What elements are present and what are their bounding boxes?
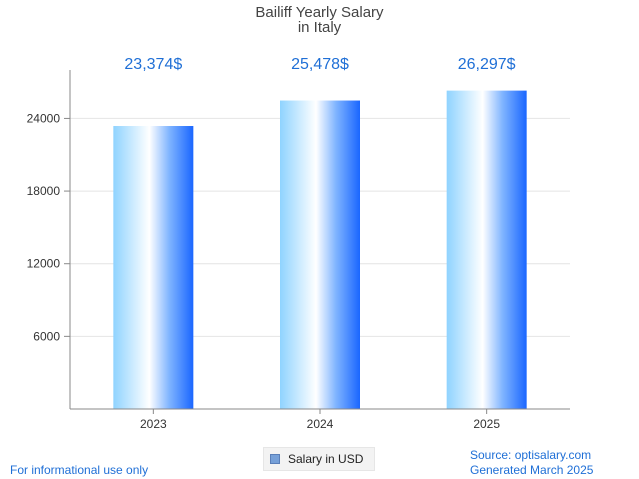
- y-tick-label: 6000: [33, 329, 60, 343]
- x-tick-label: 2023: [140, 417, 167, 431]
- legend-label: Salary in USD: [288, 452, 364, 466]
- y-tick-label: 12000: [27, 257, 61, 271]
- bar-2025: [446, 90, 527, 409]
- footer-generated: Generated March 2025: [470, 463, 594, 477]
- footer-source: Source: optisalary.com: [470, 448, 592, 462]
- data-label-2025: 26,297$: [458, 56, 516, 73]
- chart-title: Bailiff Yearly Salary: [255, 4, 384, 21]
- data-label-2024: 25,478$: [291, 56, 349, 73]
- chart-subtitle: in Italy: [297, 19, 342, 36]
- footer-disclaimer: For informational use only: [10, 463, 149, 477]
- legend: Salary in USD: [263, 447, 375, 471]
- y-tick-label: 18000: [27, 184, 61, 198]
- bar-2023: [113, 126, 194, 410]
- y-tick-label: 24000: [27, 111, 61, 125]
- x-tick-label: 2024: [307, 417, 334, 431]
- data-label-2023: 23,374$: [124, 56, 182, 73]
- legend-swatch: [270, 454, 280, 464]
- x-tick-label: 2025: [473, 417, 500, 431]
- bar-2024: [280, 100, 360, 410]
